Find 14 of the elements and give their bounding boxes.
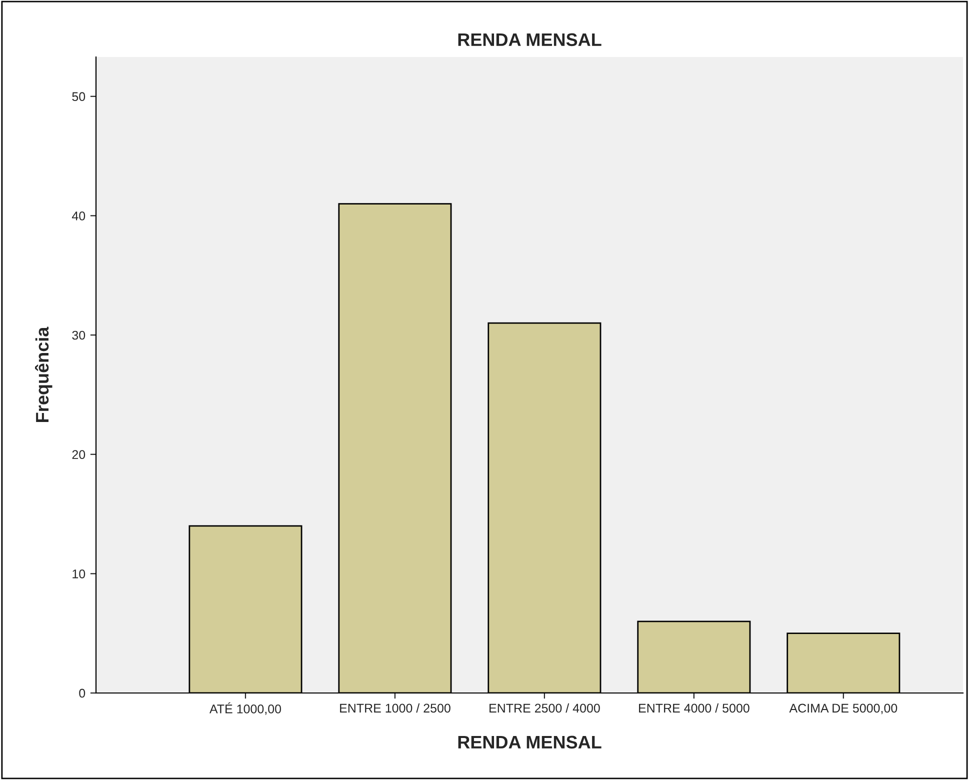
x-tick-label: ACIMA DE 5000,00 [789,704,898,714]
y-tick-label: 10 [72,569,86,578]
chart-title: RENDA MENSAL [458,33,602,46]
y-tick-label: 0 [79,688,86,698]
y-tick-label: 50 [72,92,86,102]
y-tick-label: 30 [72,330,86,340]
x-tick-label: ENTRE 4000 / 5000 [639,703,750,713]
x-tick-label: ENTRE 2500 / 4000 [490,703,600,713]
y-tick-label: 40 [72,212,86,220]
x-tick-label: ATÉ 1000,00 [209,702,282,715]
y-axis-title: Frequência [35,326,52,422]
x-tick-label: ENTRE 1000 / 2500 [340,703,450,713]
x-axis-title: RENDA MENSAL [458,736,602,749]
y-tick-label: 20 [72,450,86,460]
